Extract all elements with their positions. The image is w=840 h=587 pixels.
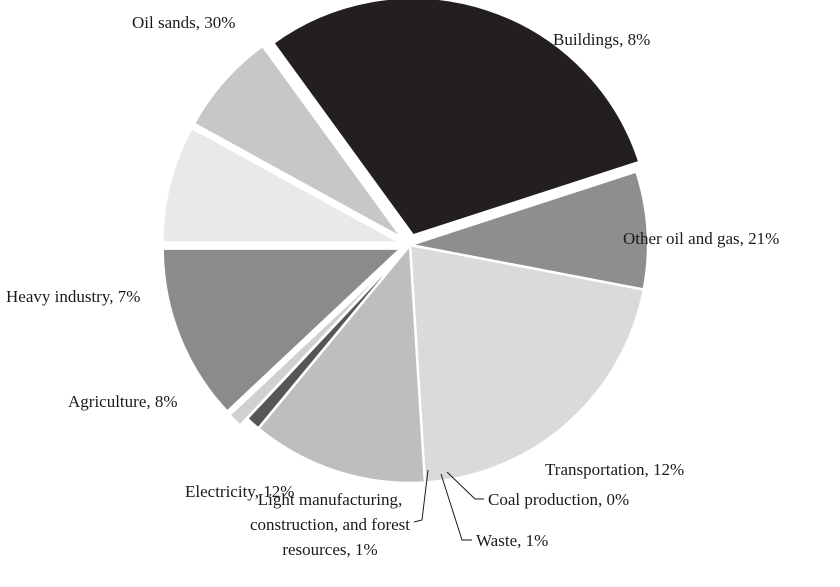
pie-slices bbox=[161, 0, 650, 485]
slice-label: Buildings, 8% bbox=[553, 30, 650, 49]
pie-slice-transportation bbox=[256, 241, 427, 485]
slice-label: Heavy industry, 7% bbox=[6, 287, 140, 306]
pie-slice-light-manufacturing-construction-and-forest-resources bbox=[227, 251, 404, 428]
slice-label: Waste, 1% bbox=[476, 531, 548, 550]
leader-line bbox=[440, 473, 472, 541]
slice-label: Light manufacturing, construction, and fo… bbox=[250, 490, 410, 559]
leader-lines bbox=[413, 469, 484, 541]
slice-label: Agriculture, 8% bbox=[68, 392, 178, 411]
pie-slice-other-oil-and-gas bbox=[408, 243, 646, 484]
pie-slice-agriculture bbox=[161, 126, 401, 244]
pie-slice-electricity bbox=[161, 247, 404, 414]
slice-labels: Buildings, 8% Other oil and gas, 21% Trans… bbox=[6, 13, 779, 559]
slice-label: Oil sands, 30% bbox=[132, 13, 235, 32]
pie-slice-oil-sands bbox=[271, 0, 642, 237]
pie-slice-buildings bbox=[409, 169, 650, 292]
pie-slice-heavy-industry bbox=[192, 44, 404, 240]
slice-label: Electricity, 12% bbox=[185, 482, 294, 501]
slice-label: Coal production, 0% bbox=[488, 490, 629, 509]
slice-label: Other oil and gas, 21% bbox=[623, 229, 779, 248]
leader-line bbox=[446, 471, 484, 500]
leader-line bbox=[413, 469, 429, 523]
slice-label: Transportation, 12% bbox=[545, 460, 684, 479]
